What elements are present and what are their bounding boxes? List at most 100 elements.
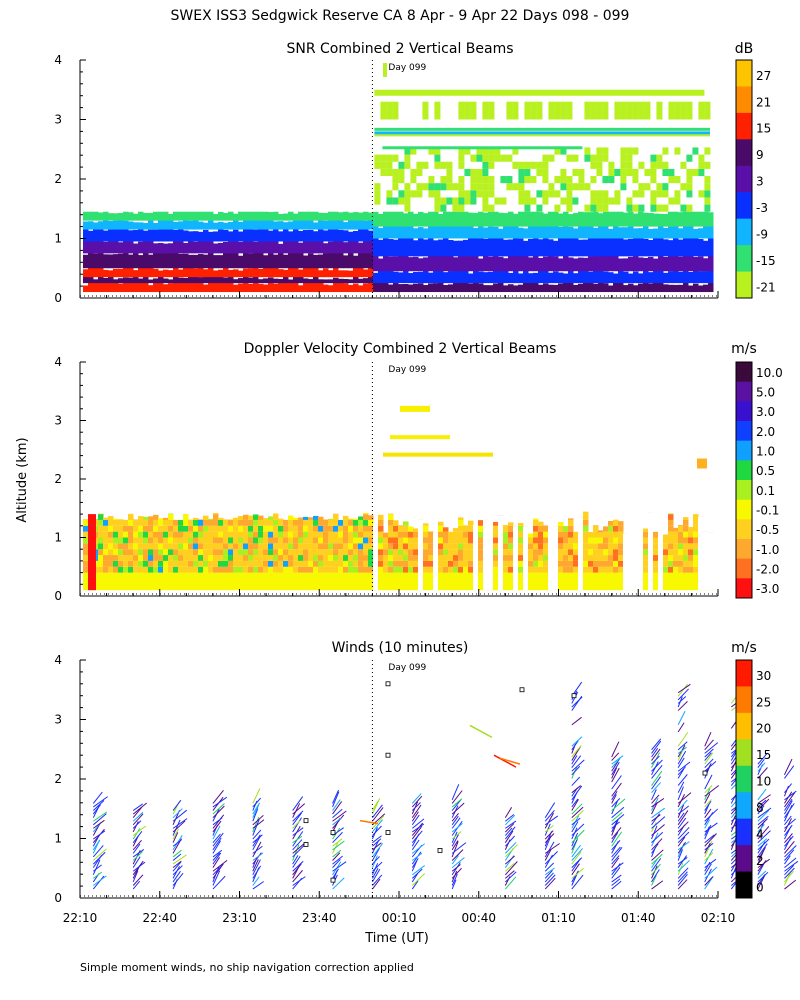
snr-cell (248, 277, 254, 284)
wind-barb (411, 865, 426, 876)
snr-cell (626, 204, 633, 212)
doppler-cell (458, 531, 464, 538)
snr-cell (403, 255, 409, 272)
doppler-cell (338, 555, 344, 561)
snr-cell (178, 211, 184, 221)
wind-barb (611, 814, 625, 826)
doppler-cell (238, 566, 244, 573)
wind-barb (784, 849, 795, 861)
doppler-cell (508, 522, 514, 526)
doppler-cell (593, 525, 599, 532)
snr-cell (563, 273, 569, 284)
snr-cell (693, 228, 699, 239)
x-tick-label: 22:10 (63, 911, 98, 925)
snr-cell (133, 213, 139, 221)
snr-cell (638, 204, 645, 212)
doppler-cell (153, 514, 159, 520)
snr-cell (293, 213, 299, 221)
doppler-cell (538, 572, 544, 591)
doppler-cell (228, 537, 234, 544)
snr-cell (453, 257, 459, 272)
doppler-cell (328, 566, 334, 573)
snr-cell (293, 240, 299, 254)
snr-cell (608, 197, 615, 205)
wind-barb (651, 869, 660, 883)
doppler-panel-title: Doppler Velocity Combined 2 Vertical Bea… (244, 341, 557, 357)
doppler-cell (233, 555, 239, 561)
snr-cell (408, 273, 414, 284)
doppler-cell (113, 519, 119, 526)
wind-barb (252, 881, 264, 890)
snr-cell (173, 275, 179, 284)
doppler-cell (668, 555, 674, 561)
wind-barb (292, 820, 301, 829)
snr-cell (638, 228, 644, 239)
snr-cell (163, 253, 169, 269)
doppler-cell (678, 525, 684, 532)
snr-cell (548, 211, 554, 227)
snr-cell (584, 154, 591, 162)
doppler-cell (213, 543, 219, 550)
colorbar-label: 9 (756, 148, 764, 162)
wind-barb (757, 788, 767, 801)
snr-cell (698, 271, 704, 284)
snr-cell (338, 229, 344, 242)
doppler-cell (353, 572, 359, 591)
snr-cell (108, 275, 114, 284)
wind-barb (212, 857, 221, 868)
doppler-gap (523, 526, 529, 591)
wind-barb (571, 848, 584, 861)
snr-cell (228, 269, 234, 278)
doppler-cell (198, 531, 204, 538)
doppler-cell (668, 537, 674, 544)
wind-barb (757, 824, 765, 833)
snr-cell (233, 284, 239, 293)
snr-cell (618, 227, 624, 239)
snr-cell (243, 228, 249, 242)
doppler-cell (643, 528, 649, 532)
snr-cell (408, 224, 414, 239)
snr-cell (598, 281, 604, 293)
wind-barb (292, 803, 306, 815)
doppler-cell (643, 543, 649, 550)
doppler-cell (398, 560, 404, 567)
doppler-cell (588, 572, 594, 591)
doppler-cell (163, 549, 169, 556)
doppler-cell (128, 555, 134, 561)
snr-cell (368, 275, 374, 284)
doppler-cell (673, 555, 679, 561)
doppler-gap (373, 524, 379, 591)
snr-cell (243, 275, 249, 284)
snr-cell (283, 213, 289, 221)
doppler-cell (348, 518, 354, 520)
snr-cell (380, 154, 387, 162)
wind-barb (757, 830, 771, 844)
doppler-cell (278, 518, 284, 520)
doppler-cell (118, 549, 124, 556)
snr-cell (658, 282, 664, 293)
snr-cell (273, 221, 279, 230)
doppler-cell (98, 549, 104, 556)
snr-cell (368, 219, 374, 230)
doppler-cell (443, 572, 449, 591)
snr-cell (440, 176, 447, 184)
wind-barb (704, 822, 718, 833)
doppler-cell (343, 555, 349, 561)
doppler-cell (448, 543, 454, 550)
wind-barb (757, 752, 768, 765)
colorbar-label: 0.5 (756, 464, 775, 478)
doppler-cell (403, 531, 409, 538)
doppler-cell (178, 549, 184, 556)
snr-cell (83, 229, 89, 242)
snr-cell (363, 220, 369, 230)
doppler-cell (83, 566, 89, 573)
wind-barb (677, 817, 687, 829)
snr-cell (613, 226, 619, 239)
doppler-cell (538, 555, 544, 561)
doppler-cell (573, 566, 579, 573)
doppler-cell (333, 555, 339, 561)
doppler-cell (363, 560, 369, 567)
doppler-cell (88, 514, 96, 591)
colorbar-label: 27 (756, 69, 771, 83)
